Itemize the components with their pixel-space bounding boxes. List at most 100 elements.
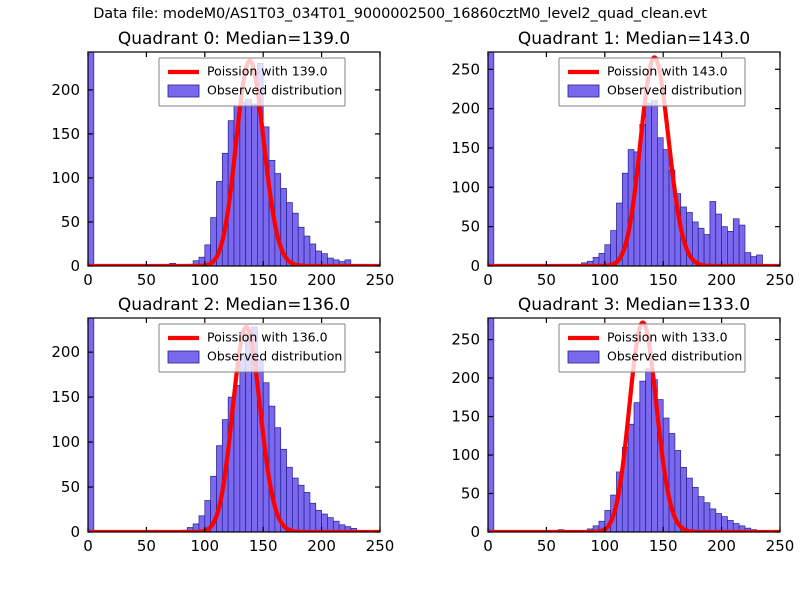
x-tick-label: 200 xyxy=(707,271,736,289)
legend-box xyxy=(558,323,746,373)
histogram-bar xyxy=(697,496,705,532)
axes-frame xyxy=(487,51,781,267)
histogram-bar xyxy=(315,510,322,532)
y-tick-label: 50 xyxy=(61,213,80,231)
histogram-bar xyxy=(315,250,322,266)
histogram-bar xyxy=(680,466,687,532)
subplot-quadrant-1: Quadrant 1: Median=143.0 0 50 100 150 200 250 0… xyxy=(400,24,800,304)
histogram-bar xyxy=(604,244,611,266)
chart-quadrant-1: Quadrant 1: Median=143.0 0 50 100 150 200 250 0… xyxy=(451,29,795,289)
axes-frame xyxy=(487,317,781,533)
chart-title: Quadrant 1: Median=143.0 xyxy=(518,29,750,49)
y-tick-label: 150 xyxy=(451,139,480,157)
x-tick-label: 250 xyxy=(766,271,795,289)
figure-suptitle: Data file: modeM0/AS1T03_034T01_90000025… xyxy=(93,6,707,22)
y-tick-label: 250 xyxy=(451,60,480,78)
x-tick-label: 100 xyxy=(590,537,619,555)
y-tick-label: 200 xyxy=(51,81,80,99)
plot-area xyxy=(88,52,380,266)
histogram-bar xyxy=(251,103,258,266)
histogram-bar xyxy=(703,234,711,266)
plot-area xyxy=(488,52,780,266)
y-tick-label: 0 xyxy=(470,257,480,275)
legend-label-observed: Observed distribution xyxy=(207,349,342,364)
histogram-bar xyxy=(703,502,711,532)
chart-legend: Poission with 133.0 Observed distribution xyxy=(558,323,746,373)
legend-bar-swatch xyxy=(167,350,200,364)
x-tick-label: 250 xyxy=(766,537,795,555)
y-tick-label: 100 xyxy=(51,169,80,187)
x-tick-label: 200 xyxy=(307,537,336,555)
chart-title: Quadrant 0: Median=139.0 xyxy=(118,29,350,49)
histogram-bar xyxy=(645,368,652,532)
chart-quadrant-0: Quadrant 0: Median=139.0 0 50 100 150 200 250 0… xyxy=(51,29,395,289)
histogram-bar xyxy=(721,226,728,266)
histogram-bar xyxy=(645,102,652,266)
x-tick-label: 0 xyxy=(83,537,93,555)
x-tick-label: 0 xyxy=(83,271,93,289)
subplot-quadrant-0: Quadrant 0: Median=139.0 0 50 100 150 200 250 0… xyxy=(0,24,400,304)
chart-legend: Poission with 136.0 Observed distribution xyxy=(158,323,346,373)
histogram-bar xyxy=(732,218,740,266)
subplot-quadrant-3: Quadrant 3: Median=133.0 0 50 100 150 200 250 0… xyxy=(400,290,800,570)
x-tick-label: 0 xyxy=(483,537,493,555)
histogram-bar xyxy=(721,516,728,532)
y-tick-label: 200 xyxy=(451,100,480,118)
y-tick-label: 0 xyxy=(70,523,80,541)
legend-box xyxy=(558,57,746,107)
chart-legend: Poission with 143.0 Observed distribution xyxy=(558,57,746,107)
y-tick-label: 100 xyxy=(451,178,480,196)
chart-title: Quadrant 2: Median=136.0 xyxy=(118,295,350,315)
histogram-bar xyxy=(268,405,276,532)
y-tick-label: 200 xyxy=(451,369,480,387)
x-tick-label: 50 xyxy=(537,271,556,289)
histogram-bar xyxy=(239,101,247,266)
subplot-quadrant-2: Quadrant 2: Median=136.0 0 50 100 150 200 250 0… xyxy=(0,290,400,570)
histogram-bar xyxy=(738,224,746,266)
y-tick-label: 250 xyxy=(451,331,480,349)
histogram-bar xyxy=(627,423,635,532)
x-tick-label: 100 xyxy=(190,537,219,555)
histogram-bar xyxy=(321,513,328,532)
histogram-bar xyxy=(488,318,495,532)
histogram-bar xyxy=(692,487,699,532)
histogram-bar xyxy=(633,402,641,532)
y-tick-label: 50 xyxy=(61,478,80,496)
chart-title: Quadrant 3: Median=133.0 xyxy=(518,295,750,315)
y-tick-label: 100 xyxy=(451,446,480,464)
plot-area xyxy=(88,318,380,532)
x-tick-label: 200 xyxy=(707,537,736,555)
histogram-bar xyxy=(88,52,95,266)
histogram-bar xyxy=(303,235,311,266)
x-tick-label: 50 xyxy=(537,537,556,555)
y-tick-label: 200 xyxy=(51,343,80,361)
histogram-bar xyxy=(297,226,305,266)
legend-bar-swatch xyxy=(567,84,600,98)
histogram-bar xyxy=(657,137,664,266)
x-tick-label: 50 xyxy=(137,271,156,289)
histogram-bar xyxy=(245,99,252,266)
y-tick-label: 150 xyxy=(51,388,80,406)
legend-box xyxy=(158,57,346,107)
x-tick-label: 250 xyxy=(366,271,395,289)
histogram-bar xyxy=(488,52,495,266)
histogram-bar xyxy=(727,231,734,266)
x-tick-label: 150 xyxy=(649,537,678,555)
x-tick-label: 150 xyxy=(249,537,278,555)
histogram-bar xyxy=(297,484,305,532)
legend-bar-swatch xyxy=(567,350,600,364)
y-tick-label: 100 xyxy=(51,433,80,451)
histogram-bar xyxy=(715,513,722,532)
axes-frame xyxy=(87,317,381,533)
histogram-bar xyxy=(327,517,334,532)
poisson-curve xyxy=(88,58,380,266)
x-tick-label: 0 xyxy=(483,271,493,289)
legend-box xyxy=(158,323,346,373)
histogram-bar xyxy=(709,508,717,532)
poisson-curve xyxy=(88,324,380,532)
y-tick-label: 150 xyxy=(51,125,80,143)
legend-label-poisson: Poission with 136.0 xyxy=(207,330,328,345)
chart-legend: Poission with 139.0 Observed distribution xyxy=(158,57,346,107)
legend-bar-swatch xyxy=(167,84,200,98)
